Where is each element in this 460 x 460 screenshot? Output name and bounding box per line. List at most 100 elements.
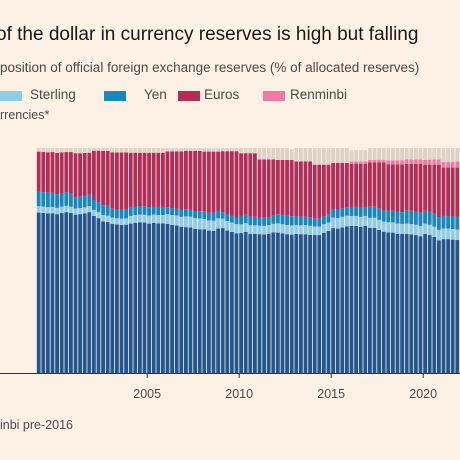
legend-label-euros: Euros — [204, 87, 240, 102]
bar-segment-euros-37 — [207, 151, 211, 213]
bar-segment-euros-55 — [289, 159, 294, 217]
bar-segment-sterling-75 — [381, 221, 386, 232]
bar-segment-sterling-61 — [317, 226, 322, 236]
bar-segment-euros-66 — [340, 162, 345, 209]
bar-segment-yen-39 — [216, 210, 220, 219]
bar-segment-other-30 — [174, 148, 179, 152]
bar-segment-euros-30 — [174, 151, 179, 209]
bar-segment-other-11 — [87, 148, 92, 153]
bar-segment-euros-89 — [446, 167, 450, 216]
bar-segment-other-17 — [115, 148, 119, 153]
bar-segment-euros-29 — [170, 151, 174, 209]
bar-segment-yen-64 — [331, 208, 335, 218]
bar-segment-dollar-20 — [128, 223, 133, 373]
bar-segment-other-47 — [253, 148, 257, 154]
bar-segment-dollar-32 — [184, 227, 188, 373]
bar-segment-euros-31 — [179, 151, 184, 210]
bar-segment-dollar-73 — [372, 227, 377, 374]
bar-segment-yen-2 — [46, 192, 50, 208]
bar-segment-euros-47 — [253, 153, 257, 217]
bar-segment-dollar-8 — [73, 214, 78, 373]
bar-segment-other-46 — [248, 148, 253, 154]
bar-segment-other-80 — [404, 148, 409, 160]
bar-segment-other-40 — [220, 148, 225, 152]
bar-segment-sterling-80 — [404, 223, 409, 234]
bar-segment-euros-17 — [115, 152, 119, 210]
bar-segment-dollar-82 — [414, 235, 418, 373]
bar-segment-other-15 — [105, 148, 110, 151]
bar-segment-dollar-58 — [303, 234, 308, 373]
bar-segment-euros-64 — [331, 162, 335, 209]
bar-segment-other-8 — [73, 148, 78, 154]
bar-segment-dollar-0 — [36, 212, 41, 373]
bar-segment-dollar-81 — [409, 234, 414, 373]
bar-segment-dollar-64 — [331, 228, 335, 373]
bar-segment-other-32 — [184, 148, 188, 151]
bar-segment-dollar-31 — [179, 226, 184, 373]
bar-segment-sterling-5 — [59, 206, 64, 214]
bar-segment-other-29 — [170, 148, 174, 152]
bar-segment-yen-81 — [409, 210, 414, 225]
bar-segment-sterling-50 — [266, 225, 271, 234]
bar-segment-yen-49 — [262, 217, 266, 226]
bar-segment-dollar-23 — [142, 222, 147, 373]
bar-segment-other-43 — [234, 148, 239, 152]
bar-segment-sterling-10 — [82, 207, 87, 214]
bar-segment-yen-63 — [326, 214, 331, 223]
bar-segment-other-76 — [386, 148, 391, 161]
bar-segment-other-34 — [193, 148, 197, 151]
bar-segment-dollar-1 — [41, 212, 46, 373]
bar-segment-euros-73 — [372, 162, 377, 207]
bar-segment-other-73 — [372, 148, 377, 160]
bar-segment-dollar-60 — [312, 235, 317, 373]
chart-title: of the dollar in currency reserves is hi… — [0, 24, 419, 45]
bar-segment-euros-14 — [101, 150, 105, 206]
bar-segment-dollar-13 — [96, 218, 101, 373]
bar-segment-dollar-57 — [299, 234, 303, 373]
bar-segment-yen-66 — [340, 208, 345, 217]
bar-segment-sterling-42 — [230, 222, 234, 232]
bar-segment-euros-22 — [138, 152, 142, 207]
bar-segment-dollar-35 — [197, 229, 202, 373]
bar-segment-yen-38 — [211, 212, 216, 221]
bar-segment-sterling-89 — [446, 228, 450, 240]
bar-segment-other-24 — [147, 148, 151, 153]
bar-segment-renminbi-68 — [349, 161, 354, 164]
bar-segment-dollar-88 — [441, 239, 446, 374]
bar-segment-renminbi-72 — [368, 159, 372, 163]
legend-label-renminbi: Renminbi — [290, 87, 348, 102]
bar-segment-other-62 — [322, 148, 326, 165]
bar-segment-other-48 — [257, 148, 262, 160]
bar-segment-sterling-46 — [248, 225, 253, 234]
bar-segment-other-65 — [335, 148, 340, 163]
bar-segment-dollar-10 — [82, 213, 87, 373]
bar-segment-yen-56 — [294, 216, 299, 225]
bar-segment-euros-91 — [455, 167, 460, 217]
bar-segment-euros-34 — [193, 150, 197, 211]
bar-segment-sterling-85 — [427, 224, 432, 236]
bar-segment-other-55 — [289, 149, 294, 160]
bar-segment-dollar-15 — [105, 222, 110, 373]
bar-segment-dollar-91 — [455, 240, 460, 373]
bar-segment-yen-35 — [197, 211, 202, 219]
bar-segment-euros-88 — [441, 167, 446, 216]
bar-segment-yen-7 — [69, 193, 73, 207]
bar-segment-yen-42 — [230, 215, 234, 223]
bar-segment-other-50 — [266, 148, 271, 160]
bar-segment-euros-77 — [391, 164, 395, 211]
bar-segment-dollar-67 — [345, 226, 349, 373]
bar-segment-euros-6 — [64, 152, 69, 193]
bar-segment-euros-19 — [124, 152, 128, 210]
bar-segment-sterling-84 — [423, 223, 427, 234]
bar-segment-sterling-7 — [69, 206, 73, 214]
bar-segment-sterling-28 — [165, 214, 170, 224]
bar-segment-yen-27 — [161, 206, 165, 216]
chart-footnote: inbi pre-2016 — [0, 418, 73, 432]
bar-segment-euros-4 — [55, 152, 59, 195]
stacked-bar-chart: 2005 2010 2015 2020 — [0, 148, 460, 401]
bar-segment-dollar-18 — [119, 224, 124, 373]
bar-segment-yen-0 — [36, 191, 41, 207]
bar-segment-other-10 — [82, 148, 87, 153]
bar-segment-dollar-26 — [156, 223, 161, 374]
bar-segment-yen-31 — [179, 209, 184, 217]
